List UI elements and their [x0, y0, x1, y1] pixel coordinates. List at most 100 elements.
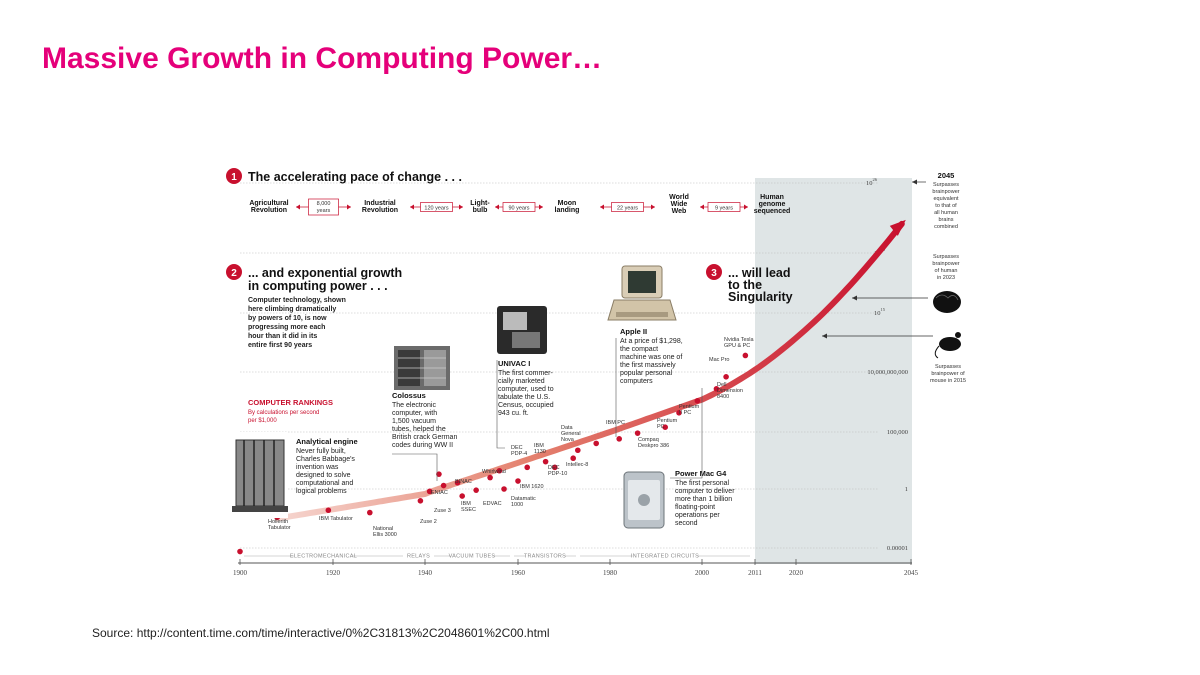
point-label-pdp10-line-1: DEC — [548, 465, 560, 471]
section-1-num: 1 — [231, 172, 237, 183]
section-3-heading-2: to the — [728, 278, 762, 292]
section-2-body-line-2: here climbing dramatically — [248, 306, 336, 313]
section-2-body-line-6: entire first 90 years — [248, 342, 312, 349]
section-3-heading-1: ... will lead — [728, 266, 791, 280]
point-label-pentium-line-2: PC — [657, 424, 665, 430]
x-tick-label-4: 1960 — [511, 569, 526, 577]
point-label-pdp4-line-2: PDP-4 — [511, 451, 527, 457]
data-point-24 — [662, 424, 668, 431]
callout-g4-body-line-6: second — [675, 520, 698, 527]
callout-analytical-body-line-4: designed to solve — [296, 472, 351, 479]
callout-apple-body-line-5: popular personal — [620, 370, 673, 377]
milestone-2-line-2: Revolution — [362, 207, 398, 214]
callout-colossus-body-line-5: British crack German — [392, 434, 457, 441]
point-label-compaq-line-1: Compaq — [638, 437, 659, 443]
point-label-ibm1130-line-2: 1130 — [534, 449, 546, 455]
callout-leader-2 — [496, 360, 505, 449]
point-label-pentium-line-1: Pentium — [657, 418, 678, 424]
data-point-29 — [742, 352, 749, 359]
slide-title: Massive Growth in Computing Power… — [42, 42, 603, 75]
y-tick-label-3: 100,000 — [887, 429, 908, 436]
source-citation: Source: http://content.time.com/time/int… — [92, 626, 550, 640]
data-point-9 — [454, 479, 461, 486]
annotation-brains-line-5: all human — [934, 210, 958, 216]
callouts: Analytical engine Never fully built,Charl… — [296, 327, 735, 527]
x-tick-label-8: 2020 — [789, 569, 804, 577]
callout-colossus-body-line-6: codes during WW II — [392, 442, 453, 449]
annotation-brains-line-1: Surpasses — [933, 182, 959, 188]
callout-univac-body-line-4: tabulate the U.S. — [498, 394, 550, 401]
growth-curve-line — [274, 220, 905, 522]
point-label-datamatic-line-2: 1000 — [511, 502, 523, 508]
computer-rankings: COMPUTER RANKINGS By calculations per se… — [248, 398, 333, 424]
section-1-badge — [226, 168, 242, 184]
section-2-body-line-3: by powers of 10, is now — [248, 315, 327, 322]
data-point-1 — [237, 548, 243, 555]
point-label-ibm1620-line-1: IBM 1620 — [520, 484, 544, 490]
annotation-human-line-2: brainpower — [932, 261, 959, 267]
annotation-2045-year: 2045 — [938, 171, 955, 180]
gap-label-3-line-1: 90 years — [508, 206, 529, 212]
x-tick-label-7: 2011 — [748, 569, 762, 577]
colossus-photo — [394, 346, 450, 390]
data-point-20 — [575, 447, 581, 454]
section-2: 2 ... and exponential growth in computin… — [226, 264, 402, 349]
x-tick-label-3: 1940 — [418, 569, 433, 577]
era-bg-2 — [406, 552, 431, 559]
section-3-heading-3: Singularity — [728, 290, 793, 304]
point-label-ibm1130-line-1: IBM — [534, 443, 544, 449]
point-label-dell-line-3: 8400 — [717, 394, 729, 400]
callout-apple-body-line-1: At a price of $1,298, — [620, 338, 683, 345]
point-label-ssec-line-2: SSEC — [461, 507, 476, 513]
data-point-11 — [473, 487, 479, 493]
gap-box-5 — [707, 202, 741, 212]
gap-label-1-line-2: years — [317, 208, 331, 214]
data-point-15 — [515, 478, 521, 484]
section-1: 1 The accelerating pace of change . . . … — [226, 168, 790, 216]
gap-arrow-r-4 — [651, 204, 655, 210]
annotation-human-line-1: Surpasses — [933, 254, 959, 260]
section-2-body-line-4: progressing more each — [248, 324, 325, 331]
point-label-nvidia-line-1: Nvidia Tesla — [724, 337, 754, 343]
era-label-2: RELAYS — [407, 554, 430, 560]
milestone-5-line-1: World — [669, 194, 689, 201]
point-label-binac-line-1: BINAC — [455, 479, 472, 485]
rankings-sub-1: By calculations per second — [248, 410, 319, 416]
data-point-22 — [616, 436, 622, 442]
point-label-zuse2-line-1: Zuse 2 — [420, 519, 437, 525]
point-label-datamatic-line-1: Datamatic — [511, 496, 536, 502]
data-point-5 — [417, 498, 424, 504]
section-2-heading-1: ... and exponential growth — [248, 266, 402, 280]
data-point-18 — [552, 464, 558, 471]
gap-box-3 — [502, 202, 536, 212]
y-tick-label-7: 1026 — [866, 177, 878, 187]
section-2-num: 2 — [231, 268, 237, 279]
point-label-ibmtab-line-1: IBM Tabulator — [319, 516, 353, 522]
callout-univac-body-line-5: Census, occupied — [498, 402, 554, 409]
gap-arrow-l-2 — [410, 204, 414, 210]
section-3-num: 3 — [711, 268, 717, 279]
mouse-icon — [934, 332, 961, 359]
gap-arrow-r-2 — [459, 204, 463, 210]
callout-colossus-title: Colossus — [392, 391, 426, 400]
annotation-arrowhead-3 — [822, 333, 827, 339]
point-label-hollerith-line-1: Hollerith — [268, 519, 288, 525]
section-2-badge — [226, 264, 242, 280]
univac-photo — [497, 306, 547, 354]
brain-icon — [933, 291, 961, 313]
gap-box-2 — [420, 202, 453, 212]
y-tick-label-2: 1 — [905, 486, 908, 493]
pace-timeline: AgriculturalRevolutionIndustrialRevoluti… — [249, 194, 790, 216]
era-label-3: VACUUM TUBES — [449, 554, 496, 560]
callout-univac-body-line-2: cially marketed — [498, 378, 545, 385]
power-mac-g4-illustration — [623, 471, 665, 529]
era-label-1: ELECTROMECHANICAL — [290, 554, 357, 560]
callout-univac-body-line-6: 943 cu. ft. — [498, 410, 529, 417]
annotation-arrowhead-2 — [852, 295, 857, 301]
section-2-body-line-5: hour than it did in its — [248, 333, 317, 340]
callout-colossus-body-line-1: The electronic — [392, 402, 436, 409]
gap-arrow-r-1 — [347, 204, 351, 210]
callout-apple-body-line-4: the first massively — [620, 362, 676, 369]
